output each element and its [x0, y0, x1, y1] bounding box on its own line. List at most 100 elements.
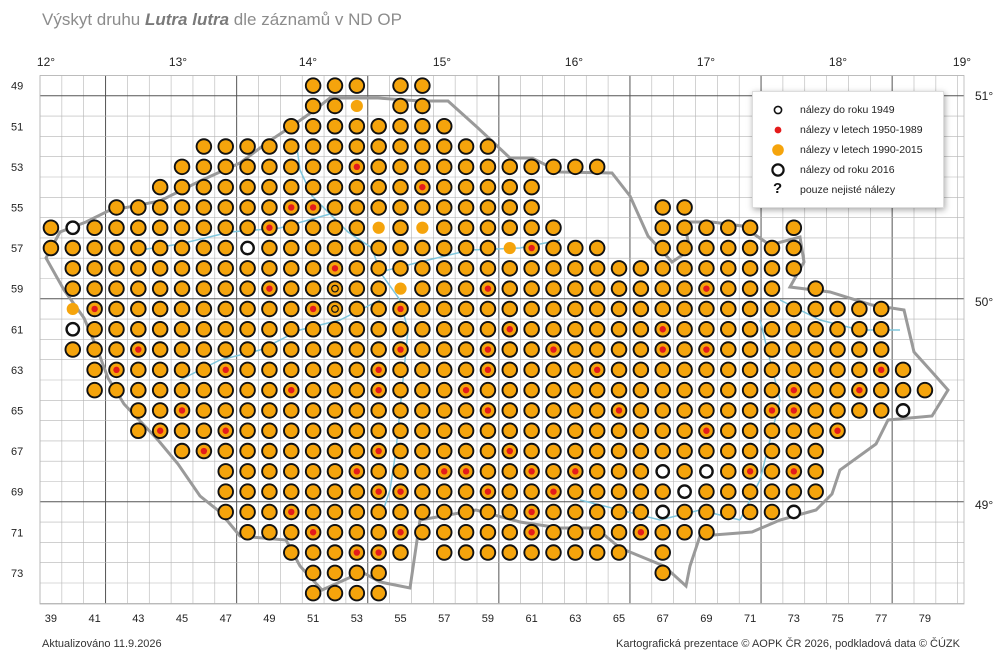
grid-cell — [545, 260, 562, 277]
grid-cell — [851, 341, 868, 358]
grid-cell — [392, 199, 409, 216]
grid-cell — [720, 381, 737, 399]
orange-dot-marker — [392, 463, 409, 480]
grid-cell — [261, 138, 278, 155]
orange-dot-marker — [698, 503, 715, 521]
grid-cell — [720, 260, 737, 277]
grid-cell — [501, 422, 519, 440]
grid-cell — [435, 381, 453, 399]
orange-dot-marker — [217, 300, 234, 318]
grid-cell — [304, 341, 322, 358]
orange-dot-marker — [414, 381, 431, 399]
orange-dot-marker — [741, 503, 759, 521]
orange-dot-marker — [173, 239, 191, 257]
orange-dot-marker — [785, 341, 803, 358]
orange-dot-marker — [217, 402, 234, 419]
grid-cell — [304, 77, 322, 94]
red-dot-marker — [550, 488, 557, 495]
grid-cell — [545, 341, 562, 358]
grid-cell — [151, 260, 169, 277]
orange-dot-marker — [610, 341, 628, 358]
orange-dot-marker — [173, 422, 191, 440]
grid-cell — [217, 341, 234, 358]
grid-cell — [86, 280, 103, 297]
orange-dot-marker — [807, 442, 824, 460]
grid-row-label: 65 — [11, 405, 23, 417]
orange-dot-marker — [392, 422, 409, 440]
grid-column-label: 77 — [875, 613, 887, 625]
grid-cell — [372, 221, 385, 234]
red-dot-marker — [375, 488, 382, 495]
orange-dot-marker — [304, 158, 322, 176]
orange-dot-marker — [435, 260, 453, 277]
orange-dot-marker — [64, 260, 82, 277]
orange-dot-marker — [435, 300, 453, 318]
grid-cell — [632, 402, 650, 419]
grid-cell — [741, 381, 759, 399]
grid-cell — [610, 402, 628, 419]
orange-dot-marker — [698, 524, 715, 541]
grid-column-label: 73 — [788, 613, 800, 625]
orange-dot-marker — [676, 442, 693, 460]
grid-cell — [304, 381, 322, 399]
grid-cell — [479, 280, 497, 297]
orange-dot-marker — [304, 280, 322, 297]
grid-cell — [676, 463, 693, 480]
grid-cell — [173, 158, 191, 176]
orange-dot-marker — [894, 381, 912, 399]
grid-cell — [261, 524, 278, 541]
red-dot-marker — [288, 386, 295, 394]
orange-dot-marker — [588, 381, 606, 399]
orange-dot-marker — [370, 199, 387, 216]
grid-cell — [435, 178, 453, 196]
orange-dot-marker — [501, 178, 519, 196]
river-berounka — [179, 299, 381, 381]
orange-dot-marker — [130, 381, 147, 399]
red-dot-marker — [91, 305, 98, 313]
orange-dot-marker — [785, 239, 803, 257]
grid-cell — [414, 463, 431, 480]
grid-cell — [829, 321, 846, 338]
orange-dot-marker — [457, 483, 475, 500]
grid-cell — [676, 524, 693, 541]
grid-column-label: 75 — [831, 613, 843, 625]
orange-dot-marker — [370, 564, 387, 582]
grid-cell — [151, 361, 169, 379]
orange-dot-marker — [304, 239, 322, 257]
grid-cell — [283, 463, 300, 480]
orange-dot-marker — [807, 300, 824, 318]
grid-cell — [588, 158, 606, 176]
orange-dot-marker — [567, 524, 584, 541]
grid-cell — [414, 422, 431, 440]
orange-dot-marker — [370, 117, 387, 135]
grid-cell — [304, 584, 322, 602]
orange-dot-marker — [545, 503, 562, 521]
grid-cell — [326, 341, 344, 358]
grid-cell — [195, 341, 213, 358]
grid-cell — [195, 138, 213, 155]
orange-dot-marker — [523, 158, 540, 176]
orange-dot-marker — [261, 178, 278, 196]
longitude-label: 13° — [169, 55, 187, 69]
grid-cell — [763, 422, 781, 440]
orange-dot-marker — [239, 321, 256, 338]
orange-dot-marker — [151, 219, 169, 236]
grid-cell — [545, 524, 562, 541]
grid-cell — [435, 300, 453, 318]
grid-cell — [392, 524, 409, 541]
orange-dot-marker — [829, 402, 846, 419]
grid-cell — [851, 381, 868, 399]
orange-dot-marker — [588, 341, 606, 358]
orange-dot-marker — [567, 300, 584, 318]
grid-cell — [632, 321, 650, 338]
grid-cell — [239, 138, 256, 155]
grid-cell — [741, 341, 759, 358]
orange-dot-marker — [217, 321, 234, 338]
grid-cell — [588, 280, 606, 297]
red-dot-marker — [834, 427, 841, 434]
grid-cell — [392, 463, 409, 480]
grid-cell — [304, 463, 322, 480]
grid-cell — [895, 403, 911, 418]
grid-cell — [348, 158, 366, 176]
grid-cell — [457, 341, 475, 358]
